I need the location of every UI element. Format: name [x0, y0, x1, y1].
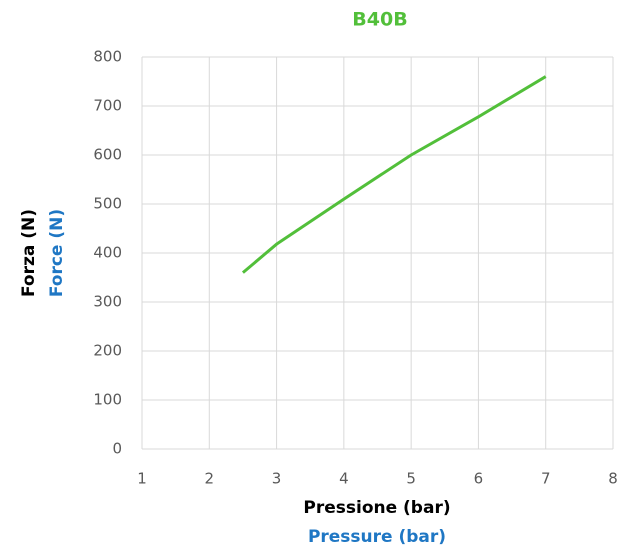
y-tick-label: 300 — [93, 293, 122, 311]
x-tick-label: 7 — [541, 470, 551, 488]
data-line — [241, 75, 547, 274]
y-axis-label: Force (N) — [47, 209, 67, 297]
x-tick-label: 4 — [339, 470, 349, 488]
x-tick-label: 1 — [137, 470, 147, 488]
x-tick-label: 6 — [474, 470, 484, 488]
y-tick-label: 800 — [93, 48, 122, 66]
x-axis-label: Pressione (bar) — [303, 498, 450, 518]
y-tick-label: 0 — [112, 440, 122, 458]
y-tick-label: 200 — [93, 342, 122, 360]
x-tick-label: 3 — [272, 470, 282, 488]
y-axis-label: Forza (N) — [19, 209, 39, 297]
x-tick-label: 5 — [406, 470, 416, 488]
x-axis-label: Pressure (bar) — [308, 527, 446, 547]
y-tick-label: 700 — [93, 97, 122, 115]
y-tick-label: 400 — [93, 244, 122, 262]
x-tick-label: 8 — [608, 470, 618, 488]
y-tick-label: 600 — [93, 146, 122, 164]
y-tick-label: 100 — [93, 391, 122, 409]
chart-title: B40B — [352, 9, 407, 31]
x-tick-label: 2 — [205, 470, 215, 488]
y-tick-label: 500 — [93, 195, 122, 213]
